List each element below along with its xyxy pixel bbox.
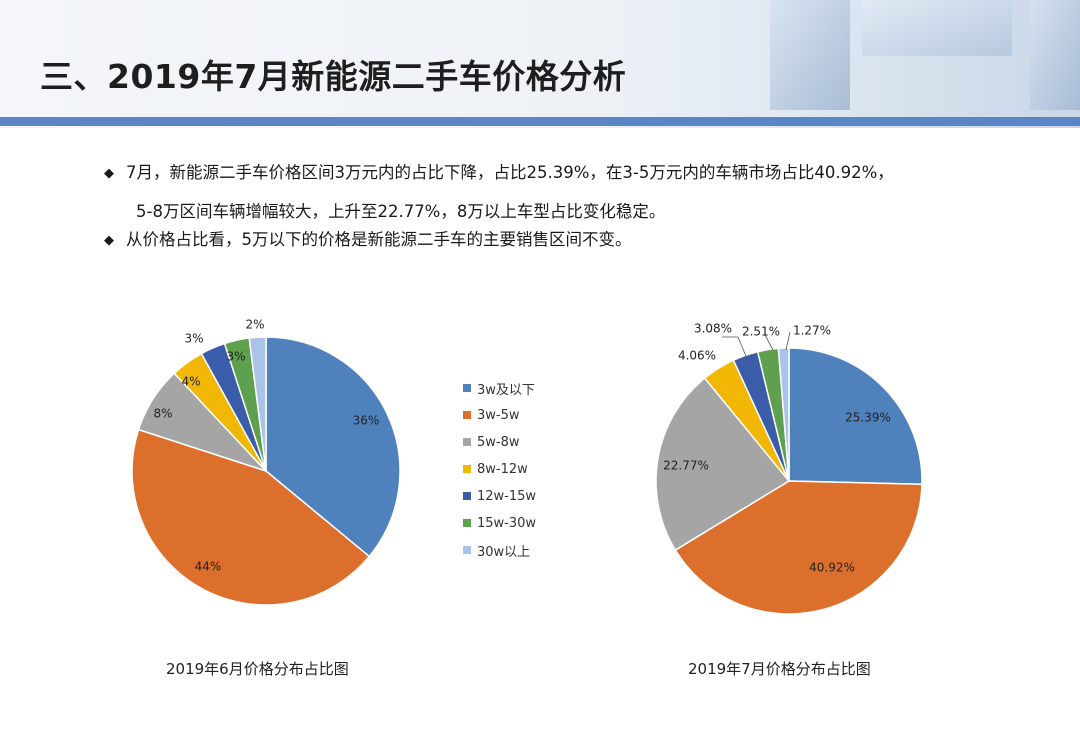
legend-swatch bbox=[463, 492, 471, 500]
leader-line bbox=[764, 334, 774, 351]
data-label: 44% bbox=[195, 560, 222, 574]
header-accent-bar bbox=[0, 117, 1080, 126]
chart-caption-june: 2019年6月价格分布占比图 bbox=[166, 660, 349, 678]
diamond-bullet-icon: ◆ bbox=[104, 233, 114, 248]
data-label: 3% bbox=[184, 332, 203, 346]
pie-slice bbox=[777, 347, 790, 482]
data-label: 40.92% bbox=[809, 561, 855, 575]
header-banner: 三、2019年7月新能源二手车价格分析 bbox=[0, 0, 1080, 128]
bullet-text: 7月，新能源二手车价格区间3万元内的占比下降，占比25.39%，在3-5万元内的… bbox=[126, 163, 894, 182]
leader-line bbox=[722, 336, 749, 362]
diamond-bullet-icon: ◆ bbox=[104, 166, 114, 181]
legend-item: 3w-5w bbox=[463, 406, 536, 424]
legend-label: 8w-12w bbox=[477, 461, 528, 477]
legend-swatch bbox=[463, 438, 471, 446]
data-label: 2% bbox=[245, 318, 264, 332]
legend-label: 15w-30w bbox=[477, 515, 537, 531]
header-decoration bbox=[770, 0, 1080, 110]
legend-swatch bbox=[463, 546, 471, 554]
legend-swatch bbox=[463, 411, 471, 419]
data-label: 1.27% bbox=[793, 324, 831, 338]
bullet-text-continued: 5-8万区间车辆增幅较大，上升至22.77%，8万以上车型占比变化稳定。 bbox=[136, 202, 666, 221]
legend-swatch bbox=[463, 519, 471, 527]
pie-slice bbox=[265, 336, 401, 558]
legend-label: 12w-15w bbox=[477, 488, 537, 504]
data-label: 4% bbox=[181, 375, 200, 389]
data-label: 22.77% bbox=[663, 459, 709, 473]
data-label: 3% bbox=[226, 350, 245, 364]
bullet-item: ◆ 从价格占比看，5万以下的价格是新能源二手车的主要销售区间不变。 bbox=[104, 230, 632, 251]
data-label: 3.08% bbox=[694, 322, 732, 336]
legend-swatch bbox=[463, 384, 471, 392]
chart-caption-july: 2019年7月价格分布占比图 bbox=[688, 660, 871, 678]
pie-slice bbox=[788, 347, 923, 486]
bullet-text: 从价格占比看，5万以下的价格是新能源二手车的主要销售区间不变。 bbox=[126, 230, 632, 249]
bullet-item: ◆ 7月，新能源二手车价格区间3万元内的占比下降，占比25.39%，在3-5万元内… bbox=[104, 163, 894, 222]
legend-item: 12w-15w bbox=[463, 487, 536, 505]
data-label: 25.39% bbox=[845, 411, 891, 425]
legend-swatch bbox=[463, 465, 471, 473]
data-label: 8% bbox=[153, 407, 172, 421]
pie-slice bbox=[131, 428, 371, 606]
legend-item: 5w-8w bbox=[463, 433, 536, 451]
data-label: 4.06% bbox=[678, 349, 716, 363]
leader-line bbox=[785, 331, 791, 351]
chart-legend: 3w及以下 3w-5w 5w-8w 8w-12w 12w-15w 15w-30w 30w以上 bbox=[463, 379, 536, 568]
data-label: 36% bbox=[353, 414, 380, 428]
legend-item: 15w-30w bbox=[463, 514, 536, 532]
legend-label: 3w-5w bbox=[477, 407, 520, 423]
pie-slice bbox=[655, 377, 791, 552]
legend-label: 30w以上 bbox=[477, 544, 531, 560]
legend-label: 5w-8w bbox=[477, 434, 520, 450]
legend-item: 30w以上 bbox=[463, 541, 536, 560]
legend-label: 3w及以下 bbox=[477, 382, 535, 398]
page-title: 三、2019年7月新能源二手车价格分析 bbox=[40, 57, 627, 96]
legend-item: 8w-12w bbox=[463, 460, 536, 478]
data-label: 2.51% bbox=[742, 325, 780, 339]
pie-slice bbox=[674, 480, 923, 615]
legend-item: 3w及以下 bbox=[463, 379, 536, 398]
pie-slice bbox=[248, 336, 267, 472]
